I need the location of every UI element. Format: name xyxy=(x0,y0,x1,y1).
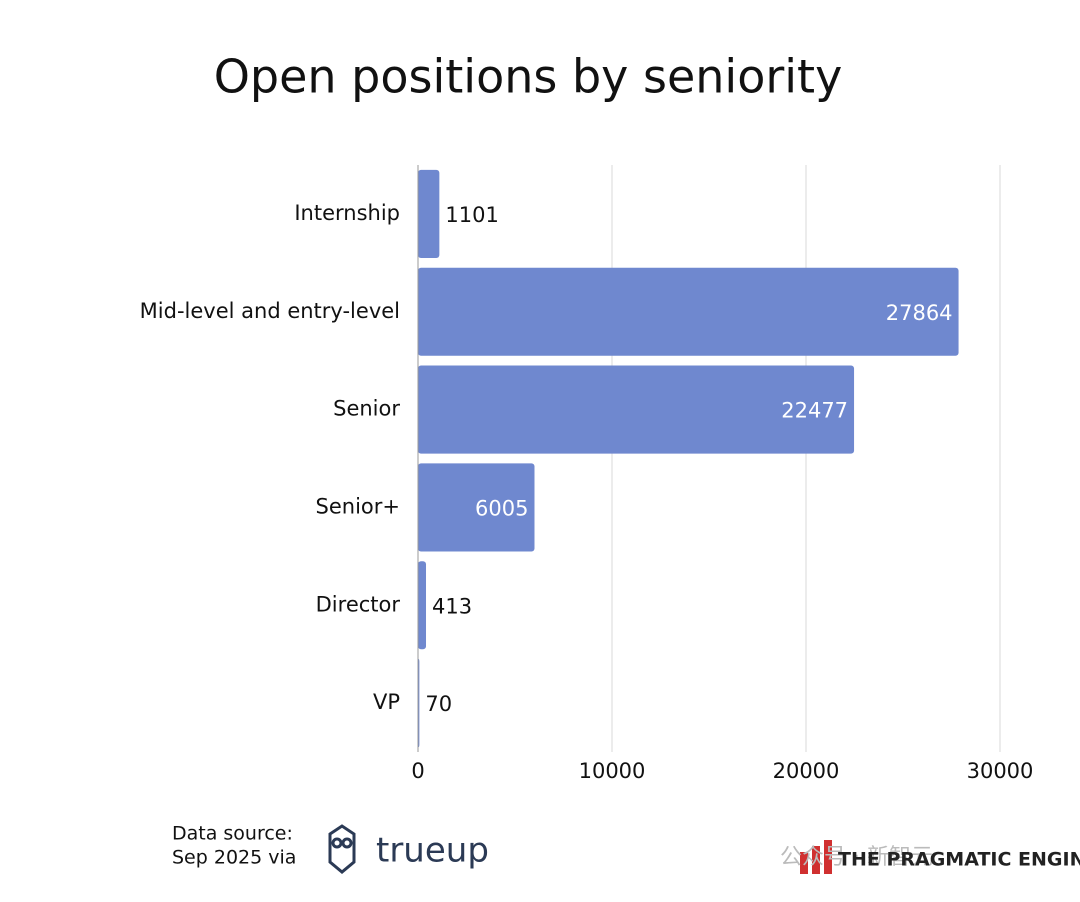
y-tick-label: Senior xyxy=(333,397,400,421)
logo: trueup xyxy=(376,831,489,871)
chart-title: Open positions by seniority xyxy=(214,50,843,104)
bar xyxy=(418,561,427,650)
brand: THE PRAGMATIC ENGINEER xyxy=(838,849,1080,871)
data-label: 70 xyxy=(425,692,452,716)
brand-icon xyxy=(824,840,832,874)
watermark: 公众号 · 新智元 xyxy=(780,845,933,870)
bar xyxy=(418,463,535,552)
brand-icon xyxy=(812,846,820,874)
source-line: Sep 2025 via xyxy=(172,847,296,869)
y-tick-label: Mid-level and entry-level xyxy=(140,299,400,323)
bar xyxy=(418,267,959,356)
source-line: Data source: xyxy=(172,823,293,845)
bar xyxy=(418,169,440,258)
data-label: 27864 xyxy=(886,301,953,325)
data-label: 6005 xyxy=(475,496,528,520)
data-label: 22477 xyxy=(781,399,848,423)
x-tick-label: 0 xyxy=(411,759,424,783)
x-tick-label: 10000 xyxy=(579,759,646,783)
bar xyxy=(418,365,855,454)
owl-icon xyxy=(328,824,356,874)
data-label: 1101 xyxy=(445,203,498,227)
x-tick-label: 30000 xyxy=(967,759,1034,783)
data-label: 413 xyxy=(432,594,472,618)
brand-icon xyxy=(800,852,808,874)
x-tick-label: 20000 xyxy=(773,759,840,783)
y-tick-label: Director xyxy=(316,592,401,616)
y-tick-label: VP xyxy=(373,690,400,714)
y-tick-label: Internship xyxy=(294,201,400,225)
y-tick-label: Senior+ xyxy=(316,494,400,518)
